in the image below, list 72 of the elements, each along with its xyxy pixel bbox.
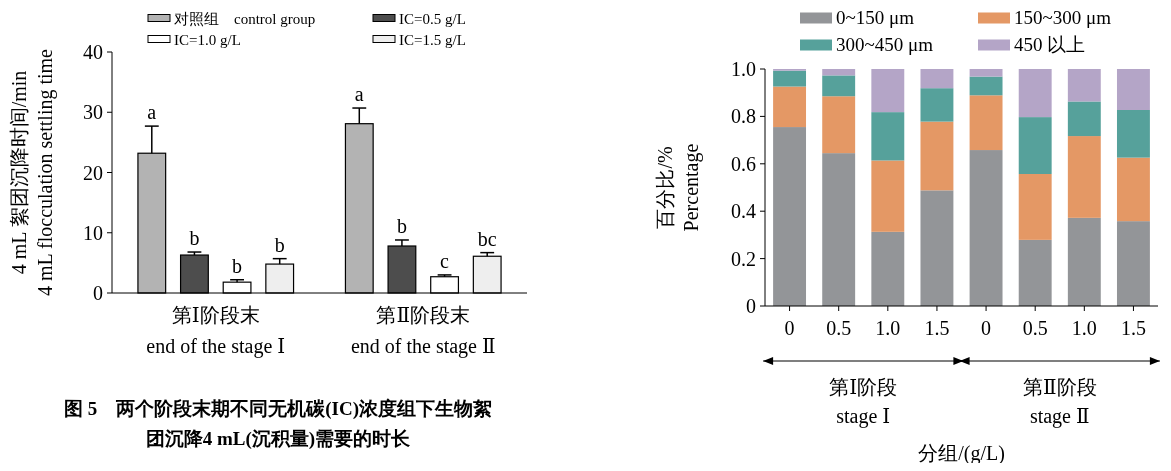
data-label: b xyxy=(274,233,285,256)
bar xyxy=(871,231,905,306)
bar xyxy=(1116,221,1150,306)
data-label: bc xyxy=(477,227,497,250)
text: 第Ⅰ阶段 stage Ⅰ xyxy=(829,376,898,428)
bar xyxy=(1018,239,1052,306)
x-tick-label: 第Ⅰ阶段末 end of the stage Ⅰ xyxy=(146,304,286,358)
y-tick-label: 0.4 xyxy=(731,200,756,223)
text: 图 5 两个阶段末期不同无机碳(IC)浓度组下生物絮团沉降4 mL(沉积量)需要的时长 xyxy=(63,398,493,450)
y-axis-title: 百分比/% Percentage xyxy=(654,143,703,232)
data-label: b xyxy=(396,214,407,237)
y-tick-label: 10 xyxy=(83,221,103,244)
y-tick-label: 1.0 xyxy=(731,58,756,80)
y-tick-label: 30 xyxy=(83,101,103,124)
data-label: a xyxy=(354,83,364,106)
bar xyxy=(773,86,807,128)
y-tick-label: 0.8 xyxy=(731,105,756,128)
x-tick-label: 1.5 xyxy=(1120,317,1146,339)
x-tick-label: 0 xyxy=(784,317,795,339)
bar xyxy=(1018,173,1052,240)
bar xyxy=(1067,69,1101,102)
legend-label: 300~450 μm xyxy=(836,34,934,55)
bar xyxy=(1067,101,1101,137)
bar xyxy=(822,153,856,306)
y-tick-label: 0.2 xyxy=(731,247,756,270)
x-tick-label: 0.5 xyxy=(826,317,852,339)
y-tick-label: 20 xyxy=(83,161,103,184)
bar xyxy=(1067,217,1101,306)
legend-label: 150~300 μm xyxy=(1014,7,1112,28)
y-tick-label: 40 xyxy=(83,41,103,63)
data-label: b xyxy=(189,227,200,250)
legend-label: 450 以上 xyxy=(1014,34,1086,55)
data-label: c xyxy=(440,249,450,272)
legend-label: 对照组 control group xyxy=(174,11,316,27)
legend-label: IC=1.0 g/L xyxy=(174,32,241,48)
data-label: a xyxy=(147,101,157,124)
bar xyxy=(969,69,1003,77)
bar xyxy=(773,70,807,87)
data-label: b xyxy=(232,254,243,277)
bar xyxy=(871,112,905,161)
bar xyxy=(969,76,1003,96)
x-tick-label: 0 xyxy=(981,317,992,339)
x-tick-label: 1.5 xyxy=(924,317,950,339)
legend-label: IC=0.5 g/L xyxy=(399,11,466,27)
bar xyxy=(920,69,954,89)
x-tick-label: 1.0 xyxy=(875,317,901,339)
bar xyxy=(773,127,807,306)
bar xyxy=(871,69,905,113)
y-tick-label: 0 xyxy=(93,282,103,304)
bar xyxy=(822,96,856,154)
bar xyxy=(920,88,954,122)
x-tick-label: 第Ⅱ阶段末 end of the stage Ⅱ xyxy=(350,304,496,358)
x-tick-label: 1.0 xyxy=(1071,317,1097,339)
bar xyxy=(1116,157,1150,222)
bar xyxy=(1116,69,1150,110)
bar xyxy=(1116,110,1150,158)
bar xyxy=(1067,136,1101,218)
bar xyxy=(1018,117,1052,174)
text: 第Ⅱ阶段 stage Ⅱ xyxy=(1022,376,1097,428)
legend-label: 0~150 μm xyxy=(836,7,915,28)
bar xyxy=(1018,69,1052,118)
y-tick-label: 0.6 xyxy=(731,152,756,175)
bar xyxy=(969,95,1003,151)
bar xyxy=(871,160,905,232)
bar xyxy=(920,190,954,306)
y-axis-title: 4 mL 絮团沉降时间/min 4 mL flocculation settling time xyxy=(8,48,57,296)
bar xyxy=(969,150,1003,306)
bar xyxy=(920,121,954,191)
bar xyxy=(822,75,856,97)
bar xyxy=(822,69,856,76)
x-tick-label: 0.5 xyxy=(1022,317,1048,339)
legend-label: IC=1.5 g/L xyxy=(399,32,466,48)
